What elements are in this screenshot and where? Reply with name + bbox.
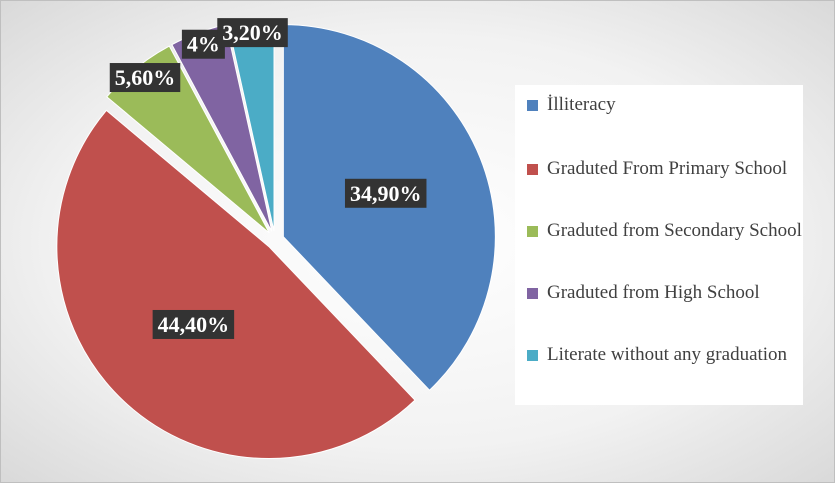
legend: İlliteracy Graduted From Primary School Gr… — [515, 85, 803, 405]
pie-slice — [56, 109, 416, 460]
data-label-box — [109, 63, 181, 93]
data-label-text: 5,60% — [115, 65, 176, 90]
legend-text: Graduted from High School — [547, 282, 760, 303]
data-label-text: 3,20% — [222, 20, 283, 45]
data-label-text: 4% — [187, 32, 220, 57]
legend-item: Literate without any graduation — [527, 343, 817, 367]
data-label-box — [152, 309, 235, 339]
legend-swatch — [527, 164, 538, 175]
legend-swatch — [527, 226, 538, 237]
legend-text: Graduted From Primary School — [547, 158, 788, 179]
data-label-text: 44,40% — [158, 312, 230, 337]
data-label: 3,20% — [217, 18, 288, 48]
legend-item: İlliteracy — [527, 93, 817, 117]
data-label-text: 34,90% — [350, 181, 422, 206]
legend-swatch — [527, 350, 538, 361]
data-label: 34,90% — [344, 178, 427, 208]
data-label-box — [344, 178, 427, 208]
legend-text: İlliteracy — [547, 94, 616, 115]
data-label-box — [217, 18, 288, 48]
data-label: 5,60% — [109, 63, 181, 93]
legend-text: Graduted from Secondary School — [547, 220, 802, 241]
legend-item: Graduted from Secondary School — [527, 219, 817, 243]
legend-swatch — [527, 100, 538, 111]
data-label: 44,40% — [152, 309, 235, 339]
legend-text: Literate without any graduation — [547, 344, 788, 365]
legend-item: Graduted From Primary School — [527, 157, 817, 181]
legend-item: Graduted from High School — [527, 281, 817, 305]
legend-swatch — [527, 288, 538, 299]
